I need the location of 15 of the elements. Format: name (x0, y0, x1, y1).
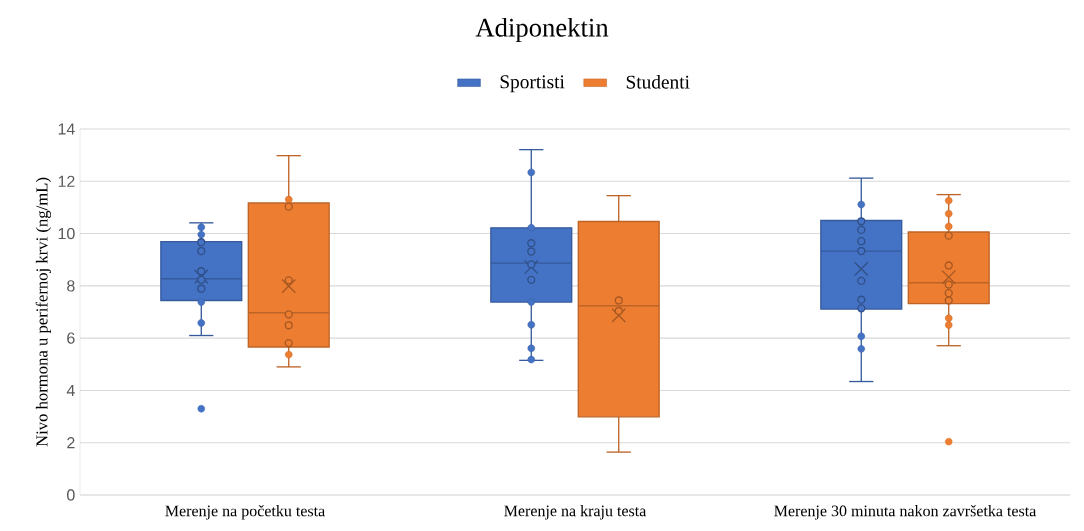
y-tick-label: 0 (67, 489, 75, 501)
y-tick-label: 12 (58, 175, 75, 187)
y-axis-title: Nivo hormona u perifernoj krvi (ng/mL) (35, 177, 52, 447)
y-tick-label: 2 (67, 437, 75, 449)
legend-label: Sportisti (500, 75, 565, 93)
y-tick-label: 10 (58, 227, 75, 240)
y-tick-label: 8 (67, 280, 75, 292)
y-tick-label: 4 (66, 384, 75, 396)
y-tick-label: 6 (67, 332, 75, 344)
x-tick-label: Merenje na početku testa (165, 505, 325, 520)
y-tick-label: 14 (58, 123, 75, 135)
chart-title: Adiponektin (475, 17, 609, 43)
x-tick-label: Merenje na kraju testa (504, 505, 647, 520)
x-tick-label: Merenje 30 minuta nakon završetka testa (774, 505, 1037, 520)
legend-label: Studenti (626, 75, 690, 89)
